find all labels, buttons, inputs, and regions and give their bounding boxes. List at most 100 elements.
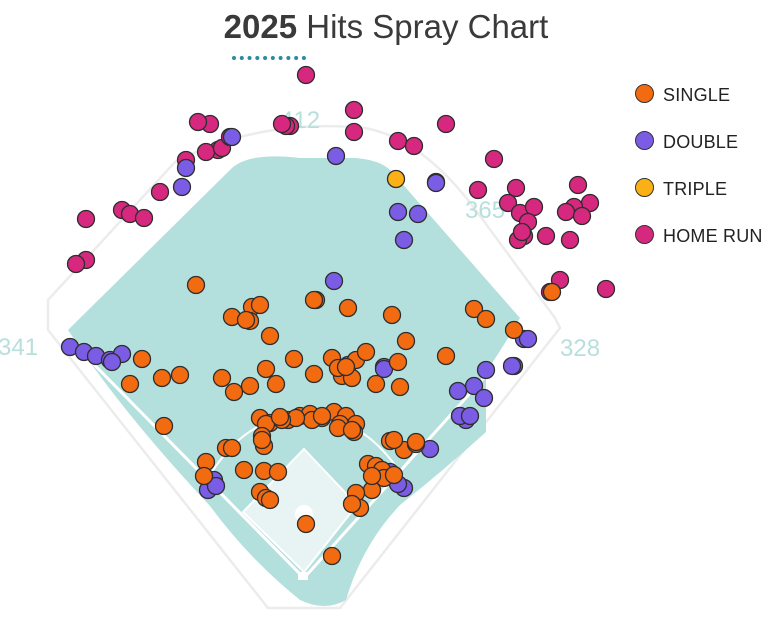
home-plate — [298, 572, 308, 580]
double-hit-marker — [172, 177, 192, 197]
hit-markers — [60, 65, 616, 566]
single-hit-marker — [542, 282, 562, 302]
single-hit-marker — [270, 407, 290, 427]
single-hit-marker — [252, 430, 272, 450]
double-hit-marker — [176, 158, 196, 178]
distance-right: 328 — [560, 335, 600, 362]
single-hit-marker — [186, 275, 206, 295]
single-hit-marker — [194, 466, 214, 486]
double-hit-marker — [460, 406, 480, 426]
single-hit-marker — [154, 416, 174, 436]
double-hit-marker — [408, 204, 428, 224]
double-hit-marker — [502, 356, 522, 376]
single-hit-marker — [322, 546, 342, 566]
home-run-hit-marker — [388, 131, 408, 151]
single-hit-marker — [304, 364, 324, 384]
home-run-hit-marker — [344, 122, 364, 142]
single-hit-marker — [464, 299, 484, 319]
legend-label-home-run: HOME RUN — [663, 226, 763, 246]
single-hit-marker — [266, 374, 286, 394]
single-hit-marker — [268, 462, 288, 482]
single-hit-marker — [366, 374, 386, 394]
legend-swatch-double — [635, 131, 654, 150]
double-hit-marker — [476, 360, 496, 380]
double-hit-marker — [448, 381, 468, 401]
legend-label-single: SINGLE — [663, 85, 731, 105]
home-run-hit-marker — [272, 114, 292, 134]
single-hit-marker — [436, 346, 456, 366]
home-run-hit-marker — [506, 178, 526, 198]
single-hit-marker — [170, 365, 190, 385]
home-run-hit-marker — [568, 175, 588, 195]
home-run-hit-marker — [296, 65, 316, 85]
home-run-hit-marker — [536, 226, 556, 246]
home-run-hit-marker — [188, 112, 208, 132]
single-hit-marker — [356, 342, 376, 362]
chart-title: 2025 Hits Spray Chart — [224, 8, 549, 46]
single-hit-marker — [362, 466, 382, 486]
home-run-hit-marker — [484, 149, 504, 169]
legend-swatch-triple — [635, 178, 654, 197]
double-hit-marker — [222, 127, 242, 147]
single-hit-marker — [296, 514, 316, 534]
single-hit-marker — [396, 331, 416, 351]
single-hit-marker — [212, 368, 232, 388]
single-hit-marker — [338, 298, 358, 318]
home-run-hit-marker — [498, 193, 518, 213]
home-run-hit-marker — [150, 182, 170, 202]
single-hit-marker — [336, 357, 356, 377]
single-hit-marker — [284, 349, 304, 369]
chart-title-wrap: 2025 Hits Spray Chart — [0, 8, 768, 46]
single-hit-marker — [250, 295, 270, 315]
title-text: Hits Spray Chart — [306, 8, 549, 45]
home-run-hit-marker — [572, 206, 592, 226]
home-run-hit-marker — [596, 279, 616, 299]
single-hit-marker — [260, 490, 280, 510]
single-hit-marker — [234, 460, 254, 480]
single-hit-marker — [236, 310, 256, 330]
home-run-hit-marker — [468, 180, 488, 200]
single-hit-marker — [256, 359, 276, 379]
double-hit-marker — [326, 146, 346, 166]
legend-swatch-single — [635, 84, 654, 103]
single-hit-marker — [476, 309, 496, 329]
home-run-hit-marker — [556, 202, 576, 222]
single-hit-marker — [388, 352, 408, 372]
single-hit-marker — [342, 494, 362, 514]
legend-label-triple: TRIPLE — [663, 179, 728, 199]
double-hit-marker — [102, 352, 122, 372]
single-hit-marker — [304, 290, 324, 310]
home-run-hit-marker — [344, 100, 364, 120]
legend-swatch-home-run — [635, 225, 654, 244]
single-hit-marker — [240, 376, 260, 396]
home-run-hit-marker — [134, 208, 154, 228]
home-run-hit-marker — [436, 114, 456, 134]
single-hit-marker — [260, 326, 280, 346]
double-hit-marker — [474, 388, 494, 408]
single-hit-marker — [312, 406, 332, 426]
single-hit-marker — [132, 349, 152, 369]
single-hit-marker — [406, 432, 426, 452]
title-year: 2025 — [223, 8, 298, 45]
home-run-hit-marker — [76, 209, 96, 229]
single-hit-marker — [120, 374, 140, 394]
double-hit-marker — [206, 476, 226, 496]
single-hit-marker — [342, 420, 362, 440]
double-hit-marker — [324, 271, 344, 291]
double-hit-marker — [388, 202, 408, 222]
double-hit-marker — [518, 329, 538, 349]
home-run-hit-marker — [560, 230, 580, 250]
single-hit-marker — [390, 377, 410, 397]
single-hit-marker — [222, 438, 242, 458]
single-hit-marker — [152, 368, 172, 388]
triple-hit-marker — [386, 169, 406, 189]
distance-left: 341 — [0, 334, 38, 361]
double-hit-marker — [426, 173, 446, 193]
single-hit-marker — [224, 382, 244, 402]
home-run-hit-marker — [66, 254, 86, 274]
distance-right-center: 365 — [465, 197, 505, 224]
single-hit-marker — [504, 320, 524, 340]
title-underline — [232, 56, 306, 60]
single-hit-marker — [384, 465, 404, 485]
